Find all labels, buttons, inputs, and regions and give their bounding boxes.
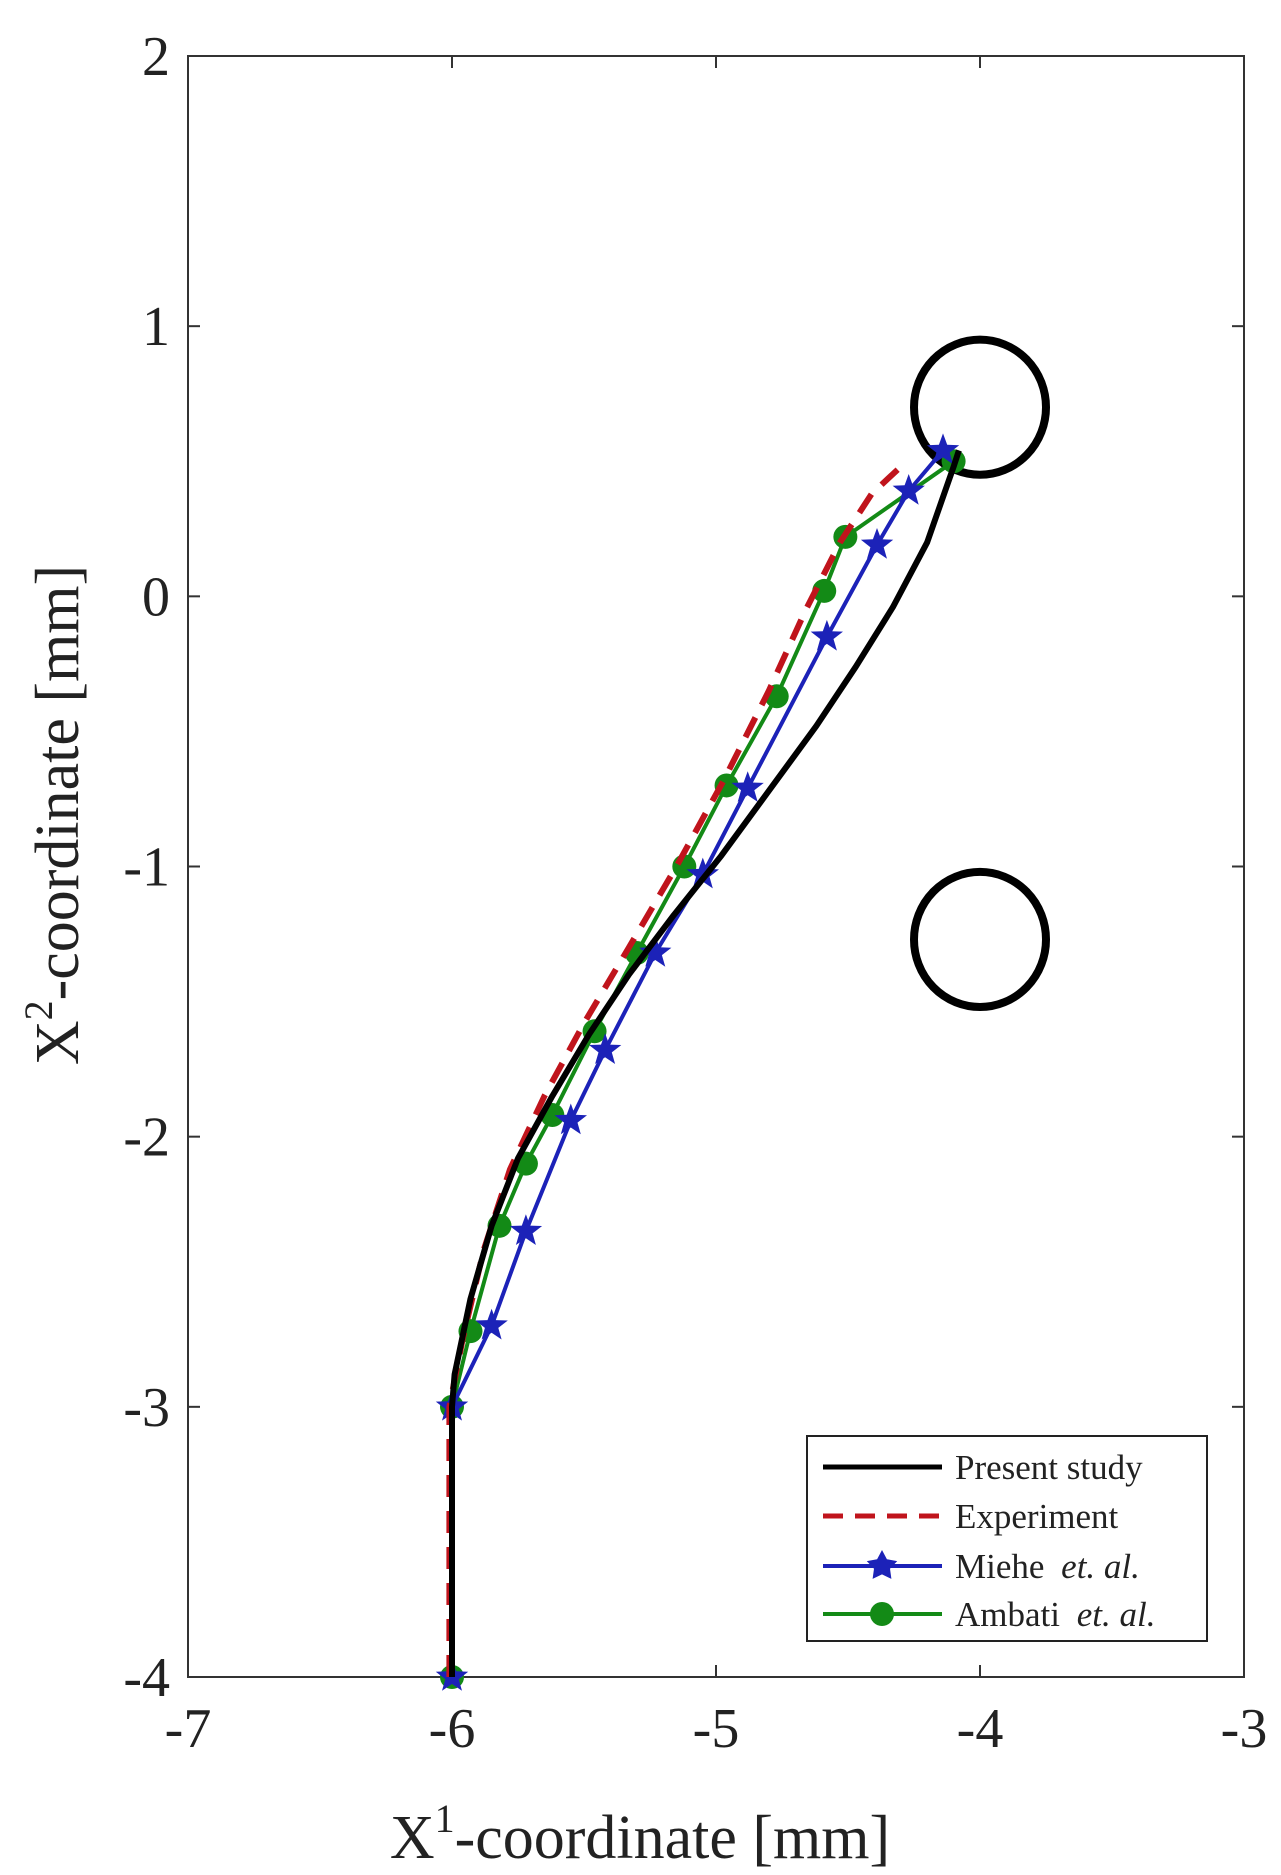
x-tick-label: -7 (165, 1698, 212, 1760)
y-axis-label-rest: -coordinate [mm] (24, 565, 92, 1001)
series-point-miehe-et-al (639, 936, 672, 967)
series-point-miehe-et-al (554, 1103, 587, 1135)
legend-ambati-label: Ambati et. al. (955, 1595, 1155, 1634)
x-tick-label: -6 (429, 1698, 476, 1760)
series-point-miehe-et-al (686, 857, 719, 889)
y-tick-label: -4 (123, 1647, 170, 1709)
series-point-miehe-et-al (926, 433, 960, 465)
series-point-miehe-et-al (892, 474, 925, 505)
y-tick-label: -2 (123, 1107, 170, 1169)
legend-present-study-label: Present study (955, 1448, 1143, 1487)
legend-ambati-circle-marker (870, 1602, 894, 1626)
x-axis-label-rest: -coordinate [mm] (455, 1804, 891, 1872)
legend-miehe-etal: et. al. (1061, 1547, 1140, 1586)
y-tick-label: 1 (142, 296, 170, 358)
y-tick-label: 2 (142, 26, 170, 88)
legend-ambati-etal: et. al. (1077, 1595, 1156, 1634)
series-point-miehe-et-al (589, 1033, 622, 1064)
svg-text:X2-coordinate [mm]: X2-coordinate [mm] (16, 565, 92, 1065)
legend-experiment-label: Experiment (955, 1497, 1119, 1536)
svg-text:X1-coordinate [mm]: X1-coordinate [mm] (390, 1796, 890, 1872)
series-point-ambati-et-al (812, 578, 837, 603)
legend-ambati-name: Ambati (955, 1595, 1069, 1634)
y-tick-label: -3 (123, 1377, 170, 1439)
y-axis-label-superscript: 2 (16, 1000, 61, 1020)
series-point-miehe-et-al (475, 1308, 508, 1340)
series-point-miehe-et-al (860, 528, 894, 559)
series-line-present-study (449, 449, 962, 1677)
plot-area: -7 -6 -5 -4 -3 -4 -3 -2 -1 0 1 2 (123, 26, 1267, 1760)
x-axis-label: X1-coordinate [mm] (390, 1796, 890, 1872)
x-axis-label-base: X (390, 1804, 435, 1872)
y-tick-label: 0 (142, 566, 170, 628)
series-point-miehe-et-al (810, 619, 843, 651)
x-tick-label: -3 (1221, 1698, 1268, 1760)
y-axis-label: X2-coordinate [mm] (16, 565, 92, 1065)
series-point-miehe-et-al (509, 1214, 543, 1245)
x-tick-label: -4 (957, 1698, 1004, 1760)
legend-miehe-label: Miehe et. al. (955, 1547, 1140, 1586)
upper-hole-circle (910, 335, 1050, 479)
y-tick-label: -1 (123, 837, 170, 899)
legend-miehe-star-marker (866, 1550, 898, 1579)
legend: Present study Experiment Miehe et. al. A… (806, 1435, 1208, 1642)
lower-hole-circle (910, 867, 1050, 1011)
x-axis-label-superscript: 1 (435, 1796, 455, 1841)
legend-miehe-name: Miehe (955, 1547, 1053, 1586)
series-point-miehe-et-al (731, 771, 764, 802)
x-tick-label: -5 (693, 1698, 740, 1760)
y-axis-label-base: X (24, 1020, 92, 1065)
